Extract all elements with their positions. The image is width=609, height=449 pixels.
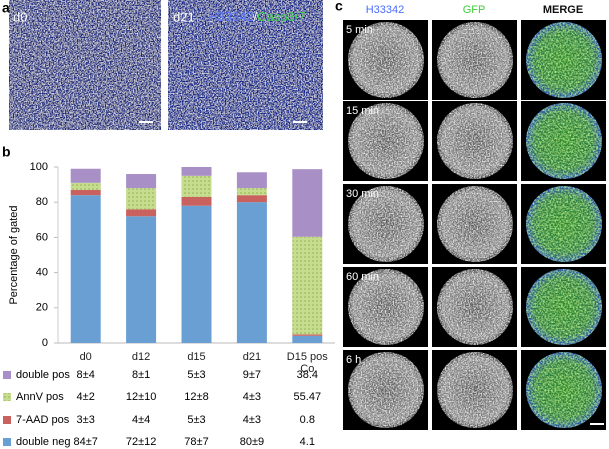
bar-segment	[292, 335, 323, 343]
y-tick-label: 20	[36, 302, 48, 314]
micrograph	[526, 22, 602, 98]
table-value: 80±9	[240, 436, 264, 448]
x-tick-label: d21	[242, 351, 262, 363]
bar-segment	[70, 195, 101, 343]
bar-segment	[70, 182, 101, 190]
table-value: 8±1	[132, 369, 150, 381]
table-value: 78±7	[184, 436, 208, 448]
x-tick-label: D15 pos Co	[286, 351, 328, 375]
bar-segment	[126, 209, 157, 217]
panel-label: a	[2, 0, 10, 16]
bar-segment	[181, 205, 212, 343]
table-value: 12±8	[184, 391, 208, 403]
column-header: H33342	[366, 4, 405, 16]
table-value: 12±10	[126, 391, 157, 403]
x-tick-label: d0	[79, 351, 92, 363]
micrograph	[437, 103, 513, 179]
legend-label: 7-AAD pos	[16, 414, 70, 426]
y-tick-label: 80	[36, 196, 48, 208]
bar-segment	[70, 168, 101, 183]
bar-segment	[181, 196, 212, 206]
table-value: 4±3	[243, 414, 261, 426]
bar-segment	[126, 216, 157, 343]
table-value: 4.1	[300, 436, 315, 448]
micrograph	[437, 186, 513, 262]
y-tick-label: 0	[42, 337, 48, 349]
bar-segment	[126, 174, 157, 189]
x-tick-label: d12	[131, 351, 151, 363]
table-value: 84±7	[74, 436, 98, 448]
time-label: 30 min	[346, 188, 379, 200]
bar-segment	[181, 175, 212, 197]
bar-segment	[236, 195, 267, 203]
bar-segment	[292, 334, 323, 336]
time-label: 5 min	[346, 24, 373, 36]
panel-label: b	[2, 144, 11, 160]
legend-swatch	[3, 416, 11, 424]
y-tick-label: 100	[30, 161, 48, 173]
column-header: MERGE	[543, 4, 583, 16]
chart: 0 20 40 60 80 100 Percentage of gated double po…	[3, 161, 335, 448]
bar-segment	[236, 188, 267, 196]
micrograph	[526, 103, 602, 179]
table-value: 55.47	[294, 391, 322, 403]
bar-segment	[236, 202, 267, 343]
stain-sep: /	[254, 9, 258, 24]
table-value: 4±2	[77, 391, 95, 403]
table-value: 38.4	[297, 369, 318, 381]
table-value: 3±3	[77, 414, 95, 426]
bar-segment	[236, 172, 267, 189]
micrograph	[526, 186, 602, 262]
bar-segment	[126, 188, 157, 210]
column-header: GFP	[463, 4, 486, 16]
legend-label: double pos	[16, 369, 70, 381]
image-label: d0	[13, 9, 27, 24]
micrograph	[348, 269, 424, 345]
table-value: 4±3	[243, 391, 261, 403]
panel-label: c	[335, 0, 343, 14]
stain-h: H33342	[208, 9, 254, 24]
table-value: 9±7	[243, 369, 261, 381]
legend-swatch	[3, 371, 11, 379]
time-label: 6 h	[346, 354, 361, 366]
bar-segment	[292, 236, 323, 335]
micrograph	[437, 352, 513, 428]
x-tick-label: d15	[187, 351, 206, 363]
micrograph	[348, 22, 424, 98]
micrograph	[348, 352, 424, 428]
legend-swatch	[3, 438, 11, 446]
image-label: d21	[173, 9, 195, 24]
micrograph	[348, 186, 424, 262]
stain-casp: Casp3/7	[257, 9, 305, 24]
legend-label: AnnV pos	[16, 391, 64, 403]
table-value: 72±12	[126, 436, 157, 448]
panel-c: c H33342 GFP MERGE 5 min 15 min 30 min 60 min 6…	[335, 0, 606, 430]
bar-segment	[181, 167, 212, 176]
table-value: 5±3	[187, 414, 205, 426]
bar-segment	[70, 189, 101, 196]
micrograph	[437, 269, 513, 345]
micrograph	[437, 22, 513, 98]
micrograph	[348, 103, 424, 179]
bar-segment	[292, 169, 323, 237]
y-tick-label: 40	[36, 267, 48, 279]
legend-label: double neg	[16, 436, 70, 448]
stain-label: H33342/Casp3/7	[208, 9, 306, 24]
micrograph	[526, 352, 602, 428]
micrograph	[526, 269, 602, 345]
y-axis-title: Percentage of gated	[8, 205, 20, 304]
table-value: 8±4	[77, 369, 95, 381]
y-tick-label: 60	[36, 231, 48, 243]
table-value: 0.8	[300, 414, 315, 426]
time-label: 15 min	[346, 105, 379, 117]
legend-swatch	[3, 393, 11, 401]
micrograph	[9, 0, 161, 130]
table-value: 5±3	[187, 369, 205, 381]
panel-a: a d0 d21 H33342/Casp3/7	[2, 0, 323, 130]
table-value: 4±4	[132, 414, 150, 426]
micrograph	[168, 0, 323, 130]
time-label: 60 min	[346, 271, 379, 283]
